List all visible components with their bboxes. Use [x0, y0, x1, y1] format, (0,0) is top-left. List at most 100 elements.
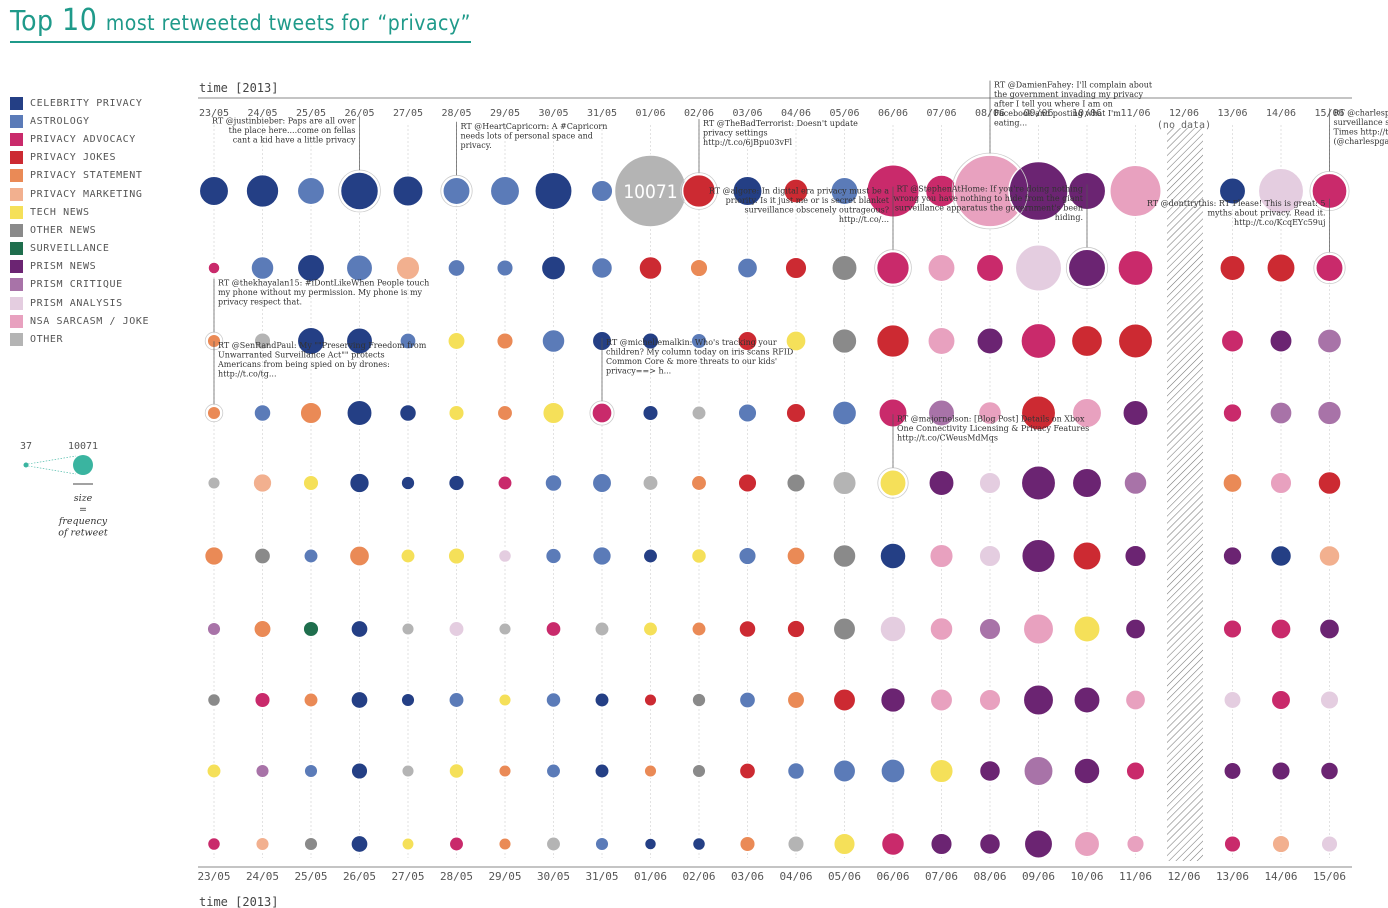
- tweet-bubble: [206, 692, 222, 708]
- tweet-bubble: [1222, 402, 1243, 424]
- legend-label: PRISM ANALYSIS: [30, 297, 123, 309]
- tweet-bubble: [978, 832, 1002, 856]
- tweet-bubble: [350, 619, 369, 639]
- tweet-bubble: [1023, 829, 1054, 859]
- tweet-bubble: [1319, 689, 1340, 711]
- title-part4: “privacy”: [377, 11, 471, 35]
- date-tick-bottom: 05/06: [828, 870, 861, 883]
- tweet-bubble: [400, 692, 416, 708]
- tweet-bubble: [250, 255, 275, 281]
- tweet-bubble: [1270, 689, 1292, 711]
- tweet-bubble: [207, 261, 221, 275]
- annotation-line: http://t.co/tg...: [218, 370, 277, 379]
- date-tick-top: 27/05: [393, 108, 423, 119]
- tweet-bubble: [929, 832, 954, 856]
- tweet-bubble: [1222, 618, 1243, 640]
- annotation-line: privacy==> h...: [606, 366, 671, 375]
- date-tick-top: 14/06: [1266, 108, 1296, 119]
- tweet-bubble: [448, 620, 465, 638]
- tweet-bubble: [831, 470, 858, 496]
- tweet-bubble: [1123, 470, 1148, 496]
- tweet-bubble: [977, 400, 1003, 426]
- annotation-line: the government invading my privacy: [994, 90, 1143, 99]
- annotation-line: needs lots of personal space and: [461, 131, 593, 140]
- annotation-line: privacy respect that.: [218, 298, 302, 307]
- tweet-bubble: [830, 176, 859, 206]
- annotation-line: RT @justinbieber: Paps are all over: [212, 116, 356, 125]
- tweet-bubble: [245, 173, 280, 209]
- tweet-bubble: [784, 256, 808, 280]
- date-tick-bottom: 01/06: [634, 870, 667, 883]
- tweet-bubble: [203, 545, 225, 567]
- annotation-line: RT @DamienFahey: I'll complain about: [994, 81, 1153, 90]
- annotation-line: RT @michellemalkin: Who's tracking your: [606, 338, 777, 347]
- tweet-bubble: [541, 328, 566, 354]
- date-tick-bottom: 06/06: [876, 870, 909, 883]
- date-tick-top: 06/06: [878, 108, 908, 119]
- annotation-line: priority. Is it just me or is secret bla…: [726, 196, 890, 205]
- tweet-bubble: [738, 762, 757, 780]
- tweet-bubble: [875, 323, 911, 359]
- tweet-bubble: [253, 331, 272, 351]
- date-tick-top: 12/06: [1169, 108, 1199, 119]
- annotation-line: RT @majornelson: [Blog Post] Details on …: [897, 414, 1085, 423]
- tweet-bubble: [1266, 253, 1296, 283]
- tweet-bubble: [929, 688, 954, 712]
- legend-label: PRISM CRITIQUE: [30, 279, 123, 291]
- annotation-line: Facebook and posting what I'm: [994, 109, 1121, 118]
- date-tick-top: 07/06: [926, 108, 956, 119]
- tweet-bubble: [691, 763, 707, 779]
- tweet-bubble: [1269, 401, 1293, 425]
- legend-swatch: [10, 314, 23, 328]
- legend-item: TECH NEWS: [10, 203, 149, 221]
- tweet-bubble: [928, 469, 955, 497]
- tweet-bubble: [1269, 471, 1293, 495]
- annotation-line: RT @TheBadTerrorist: Doesn't update: [703, 119, 858, 128]
- annotation-line: surveillance obscenely outrageous?: [745, 206, 889, 215]
- tweet-bubble: [642, 621, 659, 637]
- tweet-bubble: [738, 835, 757, 853]
- tweet-bubble: [540, 255, 567, 281]
- tweet-bubble: [691, 405, 707, 421]
- annotation-line: http://t.co/CWeusMdMqs: [897, 433, 998, 442]
- tweet-bubble: [641, 331, 660, 351]
- page-title: Top 10 most retweeted tweets for “privac…: [10, 4, 471, 43]
- tweet-bubble: [737, 402, 758, 424]
- legend-item: SURVEILLANCE: [10, 240, 149, 258]
- tweet-bubble: [299, 401, 323, 425]
- tweet-bubble: [927, 253, 956, 283]
- tweet-bubble: [691, 836, 707, 852]
- legend-swatch: [10, 114, 23, 128]
- tweet-bubble: [1020, 538, 1057, 574]
- tweet-bubble: [1014, 244, 1063, 292]
- legend-item: PRISM ANALYSIS: [10, 294, 149, 312]
- annotation-line: http://t.co/KcqEYc59uj: [1234, 218, 1326, 227]
- annotation-text: RT @michellemalkin: Who's tracking your c…: [606, 338, 793, 376]
- annotation-line: privacy settings: [703, 129, 768, 138]
- tweet-bubble: [1222, 472, 1243, 494]
- annotation-line: cant a kid have a little privacy: [233, 135, 356, 144]
- tweet-bubble: [978, 688, 1002, 712]
- annotation-line: RT @SenRandPaul: My ""Preserving Freedom…: [218, 341, 427, 350]
- tweet-bubble: [594, 692, 610, 708]
- tweet-bubble: [400, 475, 416, 491]
- tweet-bubble: [253, 691, 272, 709]
- tweet-bubble: [544, 547, 563, 565]
- date-tick-top: 11/06: [1120, 108, 1150, 119]
- legend-swatch: [10, 260, 23, 274]
- tweet-bubble: [545, 691, 562, 709]
- tweet-bubble: [544, 473, 563, 493]
- tweet-bubble: [928, 543, 955, 569]
- tweet-bubble: [400, 548, 416, 564]
- title-part1: Top: [10, 4, 54, 37]
- tweet-bubble: [1072, 541, 1102, 571]
- tweet-bubble: [832, 617, 857, 641]
- tweet-bubble: [1122, 399, 1149, 427]
- tweet-bubble: [1223, 690, 1242, 710]
- tweet-bubble: [879, 615, 907, 643]
- legend-swatch: [10, 242, 23, 256]
- tweet-bubble: [1218, 177, 1247, 205]
- date-tick-top: 13/06: [1217, 108, 1247, 119]
- size-legend-max-dot: [73, 455, 93, 475]
- tweet-bubble: [1124, 689, 1147, 711]
